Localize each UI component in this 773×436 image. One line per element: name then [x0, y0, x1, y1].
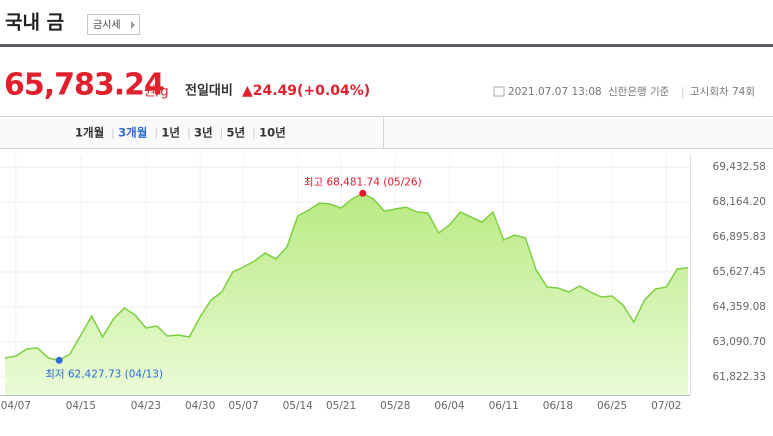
tab-separator: | — [187, 126, 191, 139]
timestamp: 2021.07.07 13:08 — [508, 86, 602, 98]
y-tick-label: 69,432.58 — [713, 161, 766, 173]
tab[interactable]: 10년 — [259, 126, 286, 140]
y-tick-label: 65,627.45 — [713, 266, 766, 278]
round: 고시회차 74회 — [690, 86, 755, 98]
y-tick-label: 64,359.08 — [713, 301, 766, 313]
source: 신한은행 기준 — [608, 86, 670, 98]
button-arrow — [131, 21, 135, 29]
y-tick-label: 61,822.33 — [713, 371, 766, 383]
tab[interactable]: 3년 — [194, 126, 213, 140]
x-tick-label: 05/28 — [380, 400, 410, 412]
x-tick-label: 07/02 — [651, 400, 681, 412]
tab[interactable]: 5년 — [227, 126, 246, 140]
page-title: 국내 금 — [5, 12, 64, 34]
x-tick-label: 04/23 — [131, 400, 161, 412]
x-tick-label: 06/25 — [597, 400, 627, 412]
tab[interactable]: 1개월 — [75, 126, 104, 140]
tab-separator: | — [111, 126, 115, 139]
y-tick-label: 63,090.70 — [713, 336, 766, 348]
separator: | — [681, 86, 685, 98]
x-tick-label: 06/04 — [434, 400, 465, 412]
x-tick-label: 05/21 — [326, 400, 356, 412]
tab[interactable]: 1년 — [161, 126, 180, 140]
tab-separator: | — [154, 126, 158, 139]
x-tick-label: 06/11 — [489, 400, 519, 412]
line — [4, 192, 689, 362]
price-unit: 원/g — [144, 85, 169, 100]
tab-bar — [0, 116, 773, 149]
button-label[interactable]: 금시세 — [93, 19, 121, 31]
max-label: 최고 68,481.74 (05/26) — [304, 176, 422, 188]
y-tick-label: 66,895.83 — [713, 231, 766, 243]
x-tick-label: 05/14 — [283, 400, 314, 412]
price: 65,783.24 — [4, 68, 164, 103]
change: ▲24.49(+0.04%) — [242, 83, 370, 99]
header-rule — [0, 44, 773, 47]
x-tick-label: 05/07 — [228, 400, 258, 412]
chart: 69,432.58 68,164.20 66,895.83 65,627.45 64,3… — [0, 155, 766, 412]
change-label: 전일대비 — [185, 83, 233, 99]
calendar-icon — [493, 86, 505, 97]
tab-separator: | — [220, 126, 224, 139]
x-tick-label: 06/18 — [543, 400, 573, 412]
tabs: 1개월 | 3개월 | 1년 | 3년 | 5년 | 10년 — [75, 126, 286, 140]
y-tick-label: 68,164.20 — [713, 196, 766, 208]
min-label: 최저 62,427.73 (04/13) — [45, 368, 163, 380]
button-frame[interactable] — [87, 14, 140, 35]
x-tick-label: 04/30 — [185, 400, 215, 412]
max-marker — [359, 189, 367, 197]
tab-separator: | — [252, 126, 256, 139]
x-tick-label: 04/15 — [66, 400, 96, 412]
area-fill — [5, 193, 688, 395]
tab[interactable]: 3개월 — [118, 126, 147, 140]
x-tick-label: 04/07 — [1, 400, 31, 412]
min-marker — [55, 356, 63, 364]
